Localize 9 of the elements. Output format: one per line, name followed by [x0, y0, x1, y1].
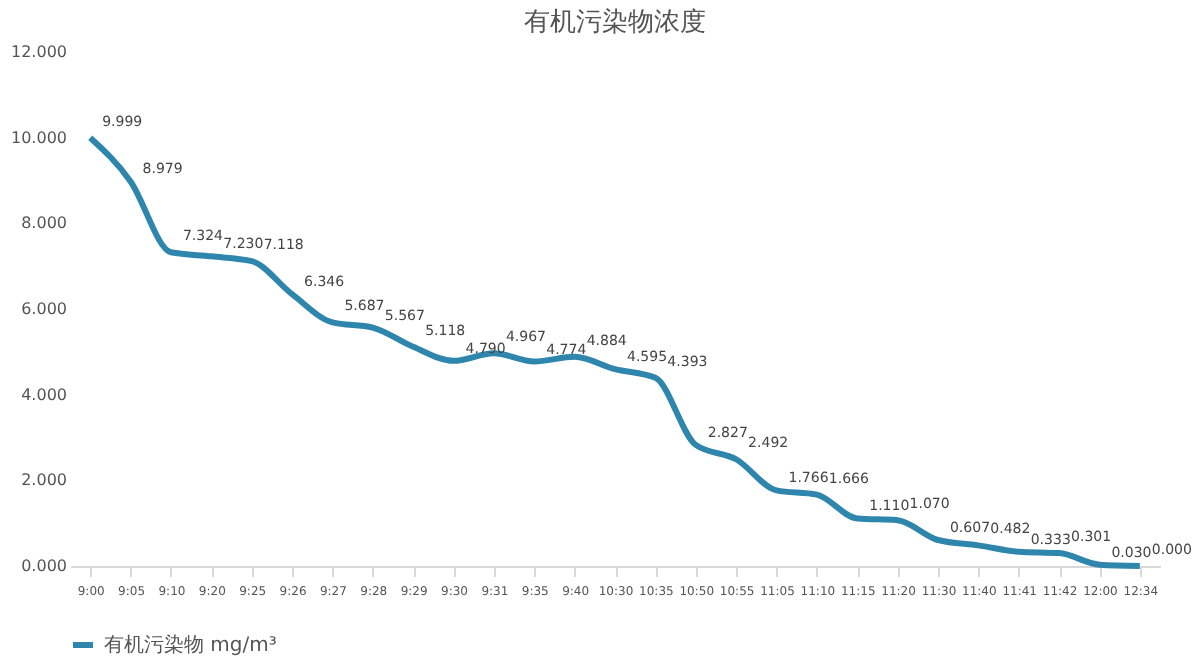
y-tick-label: 8.000	[21, 214, 67, 233]
y-tick-label: 2.000	[21, 471, 67, 490]
y-tick-label: 12.000	[11, 43, 67, 61]
y-tick-label: 6.000	[21, 300, 67, 318]
y-tick-label: 0.000	[21, 557, 67, 575]
chart-title: 有机污染物浓度	[524, 6, 706, 38]
legend-label: 有机污染物 mg/m³	[104, 633, 277, 657]
y-tick-label: 4.000	[21, 385, 67, 404]
y-tick-label: 10.000	[11, 128, 67, 147]
